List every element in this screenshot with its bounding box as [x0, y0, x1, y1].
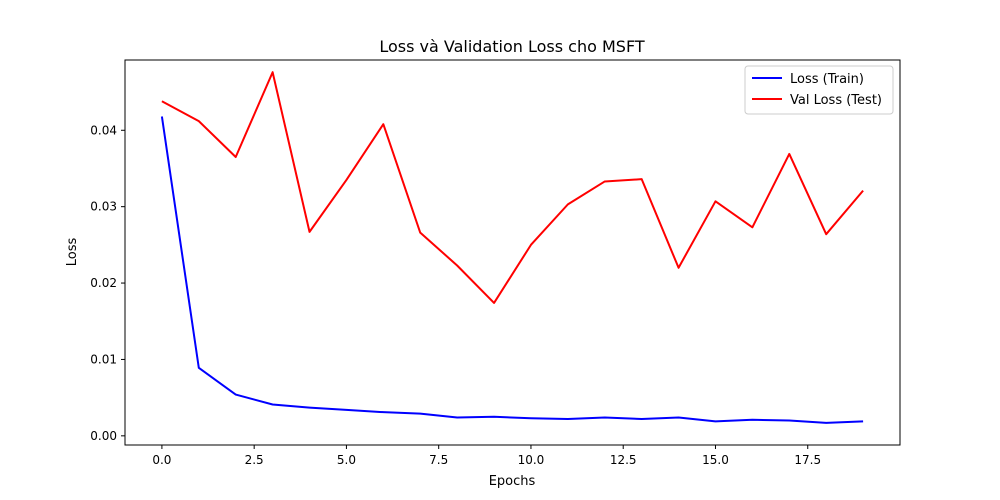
- y-tick-label: 0.00: [90, 429, 117, 443]
- y-tick-label: 0.02: [90, 276, 117, 290]
- series-lines: [160, 71, 864, 424]
- x-axis-label: Epochs: [489, 474, 536, 489]
- legend: Loss (Train) Val Loss (Test): [744, 65, 894, 115]
- y-tick-label: 0.01: [90, 352, 117, 366]
- x-axis-ticks: 0.0 2.5 5.0 7.5 10.0 12.5 15.0 17.5: [152, 445, 821, 467]
- y-axis-label: Loss: [65, 238, 80, 267]
- x-tick-label: 12.5: [610, 453, 637, 467]
- x-tick-label: 2.5: [245, 453, 264, 467]
- legend-label-train: Loss (Train): [790, 72, 864, 87]
- chart-title: Loss và Validation Loss cho MSFT: [379, 37, 645, 56]
- x-tick-label: 0.0: [152, 453, 171, 467]
- x-tick-label: 5.0: [337, 453, 356, 467]
- y-axis-ticks: 0.00 0.01 0.02 0.03 0.04: [90, 123, 125, 443]
- x-tick-label: 10.0: [518, 453, 545, 467]
- x-tick-label: 17.5: [794, 453, 821, 467]
- y-tick-label: 0.03: [90, 200, 117, 214]
- legend-label-val: Val Loss (Test): [790, 93, 882, 108]
- series-line-train-loss: [160, 116, 864, 424]
- y-tick-label: 0.04: [90, 123, 117, 137]
- x-tick-label: 7.5: [429, 453, 448, 467]
- series-line-val-loss: [161, 71, 864, 304]
- x-tick-label: 15.0: [702, 453, 729, 467]
- plot-area-frame: [124, 59, 901, 446]
